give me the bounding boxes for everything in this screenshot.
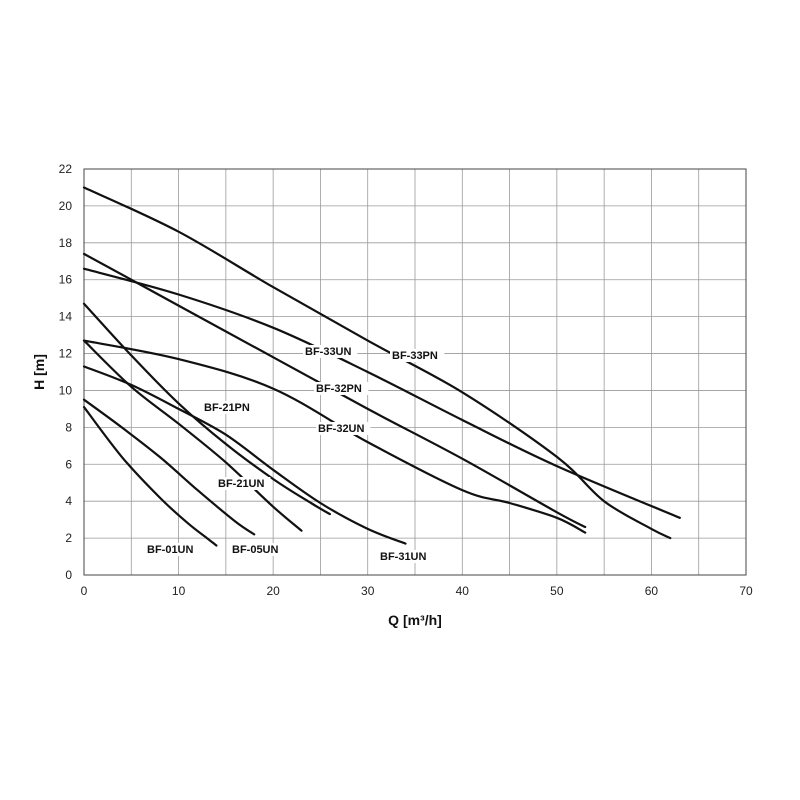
curve-label-bf-01un: BF-01UN: [147, 544, 194, 556]
x-tick-label: 10: [172, 584, 186, 598]
curve-bf-21pn: [82, 302, 331, 516]
y-tick-label: 20: [59, 199, 73, 213]
curve-label-bf-21un: BF-21UN: [218, 478, 265, 490]
curve-label-background: [303, 345, 358, 358]
y-tick-labels: 0 2 4 6 8 10 12 14 16 18 20 22: [59, 162, 73, 582]
curve-label-background: [378, 550, 433, 563]
x-tick-label: 20: [266, 584, 280, 598]
y-tick-label: 18: [59, 236, 73, 250]
curve-label-bf-32pn: BF-32PN: [316, 383, 362, 395]
y-tick-label: 6: [65, 457, 72, 471]
curve-label-background: [316, 422, 371, 435]
curve-bf-01un: [82, 406, 218, 547]
x-tick-label: 70: [739, 584, 753, 598]
curve-label-bf-31un: BF-31UN: [380, 551, 427, 563]
curve-labels: BF-01UN BF-05UN BF-21UN BF-21PN BF-31UN BF-32…: [145, 345, 445, 563]
y-axis-title: H [m]: [31, 354, 47, 390]
curve-bf-32un: [82, 339, 587, 534]
curve-label-background: [390, 349, 445, 362]
curve-bf-32pn: [82, 252, 587, 529]
curve-label-background: [216, 477, 271, 490]
plot-frame: [83, 168, 747, 576]
x-axis-title: Q [m³/h]: [388, 612, 442, 628]
curve-label-bf-33un: BF-33UN: [305, 346, 352, 358]
x-tick-label: 0: [81, 584, 88, 598]
curve-bf-31un: [82, 365, 407, 545]
y-tick-label: 14: [59, 310, 73, 324]
y-tick-label: 16: [59, 273, 73, 287]
curve-bf-33pn: [82, 186, 672, 540]
curve-bf-33un: [82, 267, 681, 519]
y-tick-label: 10: [59, 383, 73, 397]
curves: [82, 186, 681, 547]
curve-label-background: [202, 401, 257, 414]
curve-label-background: [230, 543, 285, 556]
x-tick-label: 50: [550, 584, 564, 598]
x-tick-label: 30: [361, 584, 375, 598]
y-tick-label: 0: [65, 568, 72, 582]
x-tick-labels: 0 10 20 30 40 50 60 70: [81, 584, 753, 598]
y-tick-label: 22: [59, 162, 73, 176]
curve-label-background: [314, 382, 369, 395]
x-tick-label: 60: [645, 584, 659, 598]
y-tick-label: 2: [65, 531, 72, 545]
curve-bf-21un: [82, 339, 303, 532]
x-tick-label: 40: [456, 584, 470, 598]
curve-bf-05un: [82, 398, 256, 536]
curve-label-bf-32un: BF-32UN: [318, 423, 365, 435]
curve-label-bf-21pn: BF-21PN: [204, 402, 250, 414]
curve-label-bf-33pn: BF-33PN: [392, 350, 438, 362]
y-tick-label: 4: [65, 494, 72, 508]
y-tick-label: 12: [59, 347, 73, 361]
curve-label-background: [145, 543, 200, 556]
grid: [83, 168, 747, 576]
curve-label-bf-05un: BF-05UN: [232, 544, 279, 556]
y-tick-label: 8: [65, 420, 72, 434]
